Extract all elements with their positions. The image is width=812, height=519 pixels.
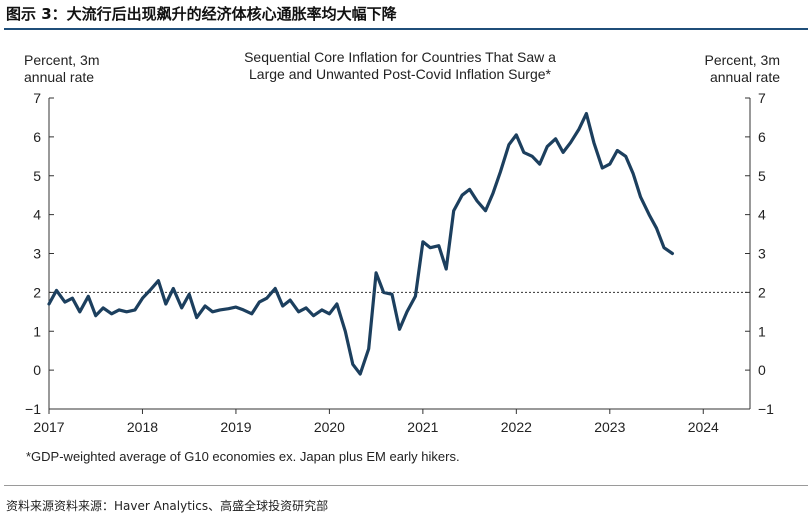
x-tick-label: 2019	[220, 419, 251, 435]
x-axis: 2017 2018 2019 2020 2021 2022 2023 2024	[33, 409, 719, 435]
x-tick-label: 2023	[594, 419, 625, 435]
right-y-axis: −1 0 1 2 3 4 5 6 7	[745, 90, 774, 417]
right-y-tick-label: 2	[758, 284, 766, 300]
title-divider	[4, 28, 808, 30]
chart-title-line1: Sequential Core Inflation for Countries …	[244, 49, 556, 65]
source-divider	[4, 485, 808, 486]
left-y-tick-label: 3	[33, 246, 41, 262]
left-y-tick-label: −1	[25, 401, 41, 417]
x-tick-label: 2017	[33, 419, 64, 435]
right-y-tick-label: 3	[758, 246, 766, 262]
left-y-tick-label: 2	[33, 284, 41, 300]
figure-title: 图示 3：大流行后出现飙升的经济体核心通胀率均大幅下降	[6, 5, 397, 23]
right-axis-label-line2: annual rate	[710, 69, 780, 85]
right-y-tick-label: 6	[758, 129, 766, 145]
x-tick-label: 2024	[688, 419, 719, 435]
left-y-tick-label: 6	[33, 129, 41, 145]
x-tick-label: 2022	[501, 419, 532, 435]
x-tick-label: 2020	[314, 419, 345, 435]
left-y-tick-label: 0	[33, 362, 41, 378]
left-y-tick-label: 7	[33, 90, 41, 106]
left-y-tick-label: 1	[33, 323, 41, 339]
right-y-tick-label: 0	[758, 362, 766, 378]
left-axis-label-line2: annual rate	[24, 69, 94, 85]
x-tick-label: 2018	[127, 419, 158, 435]
chart-title-line2: Large and Unwanted Post-Covid Inflation …	[249, 66, 552, 82]
left-y-axis: −1 0 1 2 3 4 5 6 7	[25, 90, 54, 417]
left-y-tick-label: 5	[33, 168, 41, 184]
right-y-tick-label: 7	[758, 90, 766, 106]
right-y-tick-label: 4	[758, 207, 766, 223]
chart-footnote: *GDP-weighted average of G10 economies e…	[26, 449, 460, 464]
left-axis-label-line1: Percent, 3m	[24, 52, 99, 68]
x-tick-label: 2021	[407, 419, 438, 435]
source-note: 资料来源资料来源：Haver Analytics、高盛全球投资研究部	[6, 499, 329, 513]
left-y-tick-label: 4	[33, 207, 41, 223]
right-axis-label-line1: Percent, 3m	[705, 52, 780, 68]
right-y-tick-label: −1	[758, 401, 774, 417]
series-line-core-inflation	[47, 111, 675, 376]
right-y-tick-label: 1	[758, 323, 766, 339]
series-group	[47, 111, 675, 376]
right-y-tick-label: 5	[758, 168, 766, 184]
